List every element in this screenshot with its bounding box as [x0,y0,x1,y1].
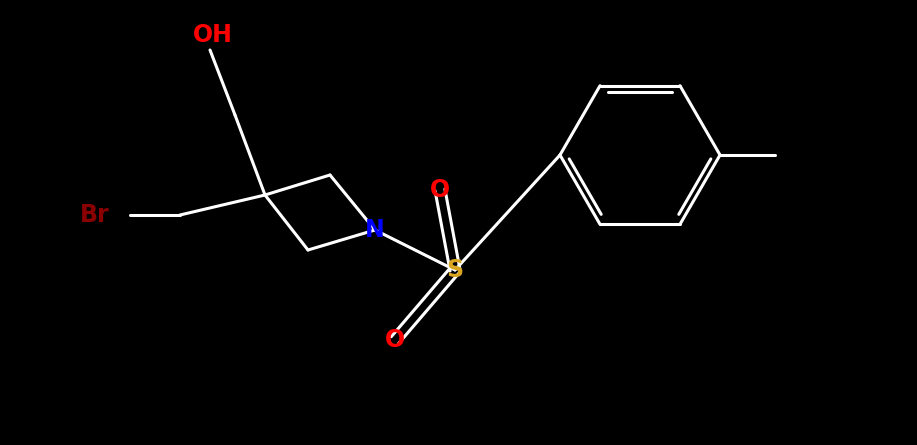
Text: S: S [447,258,464,282]
Text: OH: OH [193,23,233,47]
Text: O: O [430,178,450,202]
Text: N: N [365,218,385,242]
Text: O: O [385,328,405,352]
Text: Br: Br [80,203,110,227]
